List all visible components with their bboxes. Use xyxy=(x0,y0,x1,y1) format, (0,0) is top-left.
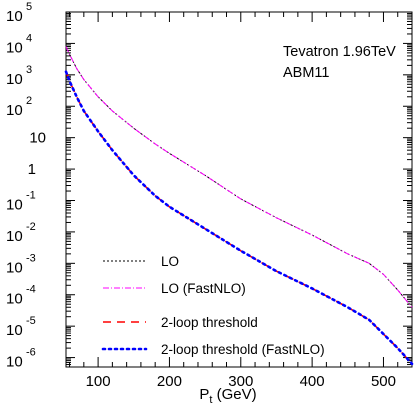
annotation-pdf: ABM11 xyxy=(283,65,329,81)
axis-ticks xyxy=(66,11,413,367)
y-tick-label: 10-5 xyxy=(6,315,36,339)
x-tick-label: 400 xyxy=(300,373,325,390)
svg-text:10: 10 xyxy=(6,291,23,308)
series-lines xyxy=(64,46,414,366)
svg-text:10: 10 xyxy=(6,196,23,213)
svg-text:-3: -3 xyxy=(26,252,36,264)
svg-text:1: 1 xyxy=(28,161,36,178)
x-tick-label: 500 xyxy=(371,373,396,390)
y-tick-label: 10-6 xyxy=(6,347,36,371)
y-tick-label: 10 xyxy=(29,130,46,147)
svg-text:-6: -6 xyxy=(26,347,36,359)
svg-text:3: 3 xyxy=(26,64,32,76)
svg-text:10: 10 xyxy=(6,259,23,276)
y-tick-label: 103 xyxy=(6,64,32,88)
annotation-block: Tevatron 1.96TeV ABM11 xyxy=(283,44,396,81)
legend-label: LO xyxy=(161,254,179,269)
svg-text:-4: -4 xyxy=(26,284,36,296)
plot-frame xyxy=(65,11,413,368)
svg-text:-2: -2 xyxy=(26,221,36,233)
annotation-energy: Tevatron 1.96TeV xyxy=(283,44,396,60)
y-tick-label: 10-3 xyxy=(6,252,36,276)
y-tick-label: 105 xyxy=(6,1,32,25)
series-line-3 xyxy=(64,70,414,366)
x-tick-label: 100 xyxy=(86,373,111,390)
svg-text:5: 5 xyxy=(26,1,32,13)
legend: LO LO (FastNLO) 2-loop threshold 2-loop thr… xyxy=(101,254,325,357)
x-tick-label: 300 xyxy=(228,373,253,390)
y-tick-label: 10-1 xyxy=(6,189,36,213)
legend-label: 2-loop threshold xyxy=(161,315,258,330)
x-axis-label: Pt (GeV) xyxy=(199,386,256,406)
svg-text:10: 10 xyxy=(6,102,23,119)
svg-text:10: 10 xyxy=(6,322,23,339)
x-tick-labels: 100 200 300 400 500 xyxy=(86,373,396,390)
legend-label: LO (FastNLO) xyxy=(161,281,246,296)
series-line-0 xyxy=(65,46,413,308)
legend-label: 2-loop threshold (FastNLO) xyxy=(161,342,325,357)
svg-text:10: 10 xyxy=(6,228,23,245)
svg-text:10: 10 xyxy=(6,39,23,56)
svg-text:2: 2 xyxy=(26,95,32,107)
y-tick-label: 10-4 xyxy=(6,284,36,308)
svg-text:10: 10 xyxy=(6,71,23,88)
y-tick-label: 104 xyxy=(6,32,32,56)
svg-text:10: 10 xyxy=(29,130,46,147)
y-tick-label: 1 xyxy=(28,161,36,178)
svg-text:-1: -1 xyxy=(26,189,36,201)
x-tick-label: 200 xyxy=(157,373,182,390)
svg-text:10: 10 xyxy=(6,354,23,371)
series-line-1 xyxy=(65,46,413,308)
y-tick-label: 102 xyxy=(6,95,32,119)
svg-text:4: 4 xyxy=(26,32,32,44)
svg-text:-5: -5 xyxy=(26,315,36,327)
y-tick-label: 10-2 xyxy=(6,221,36,245)
svg-text:10: 10 xyxy=(6,8,23,25)
